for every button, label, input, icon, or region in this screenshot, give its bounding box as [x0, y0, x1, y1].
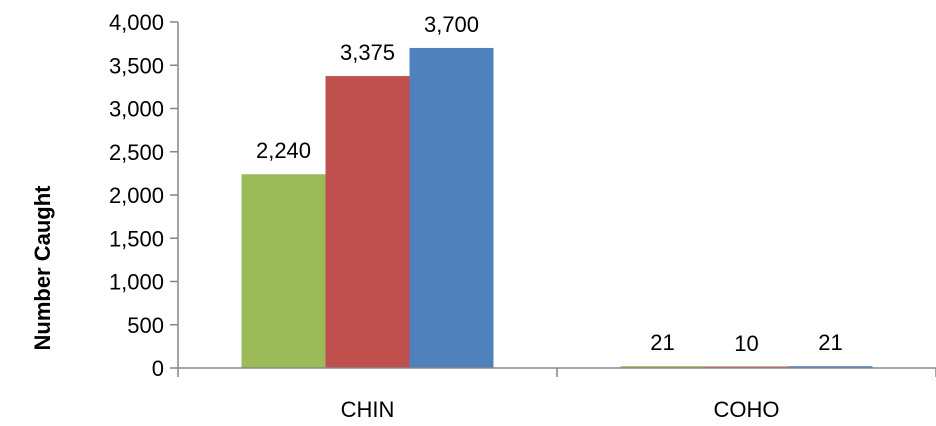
y-axis-title: Number Caught: [30, 185, 55, 351]
data-labels: 2,240 3,375 3,700 21 10 21: [256, 12, 843, 356]
x-category-label: COHO: [714, 397, 780, 422]
bar: [409, 47, 494, 368]
y-tick-label: 2,000: [109, 183, 164, 208]
bar: [788, 366, 873, 368]
y-tick-label: 500: [127, 313, 164, 338]
y-tick-label: 3,500: [109, 53, 164, 78]
y-axis-ticks: 0 500 1,000 1,500 2,000 2,500 3,000 3,500 4,000: [109, 10, 178, 381]
y-tick-label: 4,000: [109, 10, 164, 35]
x-axis-ticks: CHIN COHO: [177, 368, 936, 422]
data-label: 21: [650, 330, 674, 355]
y-tick-label: 2,500: [109, 140, 164, 165]
data-label: 21: [818, 330, 842, 355]
data-label: 2,240: [256, 138, 311, 163]
data-label: 10: [734, 331, 758, 356]
y-tick-label: 0: [152, 356, 164, 381]
data-label: 3,700: [424, 12, 479, 37]
y-tick-label: 1,000: [109, 270, 164, 295]
y-tick-label: 3,000: [109, 97, 164, 122]
data-label: 3,375: [340, 40, 395, 65]
bar: [325, 76, 410, 368]
bars: [241, 47, 873, 368]
bar: [241, 174, 326, 368]
bar: [620, 366, 705, 368]
x-category-label: CHIN: [341, 397, 395, 422]
y-tick-label: 1,500: [109, 226, 164, 251]
